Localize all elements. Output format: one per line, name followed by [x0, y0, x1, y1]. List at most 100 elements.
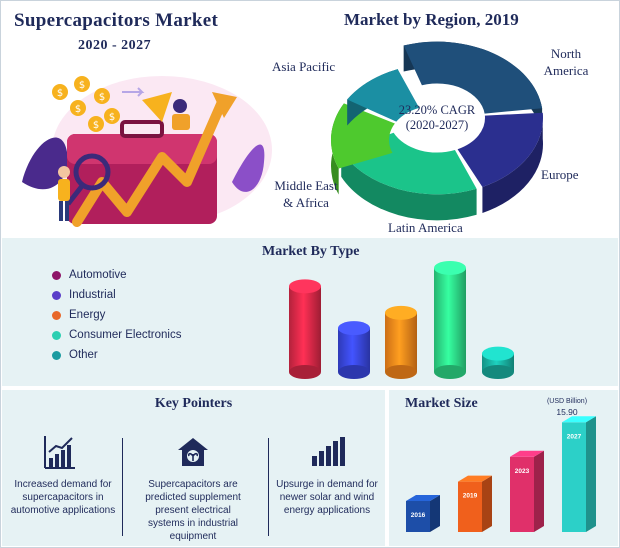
size-bar-side — [482, 475, 492, 532]
size-bar-2027: 2027 — [562, 416, 596, 532]
size-bar-front — [562, 422, 586, 532]
type-bar-consumer-electronics — [434, 260, 466, 379]
size-bar-side — [586, 416, 596, 532]
size-bar-front — [458, 481, 482, 532]
region-slice-middle-east-africa — [347, 69, 420, 126]
type-bar-cap — [338, 321, 370, 336]
type-bar-body — [434, 267, 466, 372]
type-bar-base — [289, 365, 321, 379]
legend-item-automotive: Automotive — [52, 268, 127, 282]
svg-text:$: $ — [109, 112, 115, 123]
type-bar-industrial — [338, 321, 370, 379]
svg-text:$: $ — [79, 80, 85, 91]
year-range: 2020 - 2027 — [78, 38, 152, 53]
key-pointers-title: Key Pointers — [154, 396, 233, 411]
person-icon — [58, 166, 70, 178]
type-chart-title: Market By Type — [262, 244, 360, 259]
legend-label: Automotive — [69, 269, 127, 281]
svg-text:$: $ — [99, 92, 105, 103]
region-label-north-america: North America — [538, 45, 594, 79]
legend-dot — [52, 290, 61, 300]
type-bar-base — [482, 365, 514, 379]
type-bar-base — [385, 365, 417, 379]
size-bar-year-label: 2019 — [463, 493, 478, 500]
type-bar-cap — [385, 305, 417, 320]
region-slice-asia-pacific — [403, 41, 543, 135]
type-bar-base — [434, 365, 466, 379]
size-bar-2019: 2019 — [458, 475, 492, 532]
region-label-asia-pacific: Asia Pacific — [272, 59, 336, 74]
legend-label: Industrial — [69, 289, 116, 301]
main-title: Supercapacitors Market — [14, 10, 219, 31]
legend-dot — [52, 270, 61, 280]
pie-slice-icon — [142, 92, 172, 122]
legend-dot — [52, 310, 61, 320]
region-label-north-america-line1: North — [550, 46, 582, 61]
svg-text:$: $ — [75, 104, 81, 115]
house-plant-icon — [178, 438, 208, 466]
key-pointer-text-3: Upsurge in demand for newer solar and wi… — [276, 479, 378, 516]
type-bar-body — [338, 328, 370, 372]
legend-item-energy: Energy — [52, 308, 105, 322]
market-size-value-label: 15.90 — [556, 407, 578, 417]
legend-item-consumer-electronics: Consumer Electronics — [52, 328, 181, 342]
ascending-bars-icon — [312, 437, 345, 466]
region-slice-side — [341, 150, 477, 221]
leaf-right-icon — [232, 144, 265, 192]
cagr-label: 23.20% CAGR (2020-2027) — [380, 103, 494, 133]
region-slice-latin-america — [330, 103, 395, 195]
size-bar-top — [510, 450, 544, 457]
region-label-mea-line2: & Africa — [283, 195, 329, 210]
bar-chart-growth-icon — [44, 436, 75, 469]
size-bar-year-label: 2027 — [567, 433, 582, 440]
region-slice-top — [330, 103, 395, 169]
size-bar-top — [562, 416, 596, 423]
legend-label: Other — [69, 349, 98, 361]
key-pointer-text-2: Supercapacitors are predicted supplement… — [145, 479, 241, 542]
region-label-north-america-line2: America — [543, 63, 589, 78]
size-bar-side — [430, 494, 440, 532]
region-slice-top — [457, 112, 544, 187]
size-bar-front — [510, 456, 534, 532]
market-growth-illustration: $ $ $ $ $ $ — [22, 76, 272, 227]
region-slice-top — [403, 41, 543, 114]
svg-text:$: $ — [93, 120, 99, 131]
size-bar-top — [458, 475, 492, 482]
leaf-left-icon — [22, 137, 68, 190]
market-size-unit: (USD Billion) — [546, 398, 588, 405]
type-bar-cap — [434, 260, 466, 275]
magnifier-icon — [73, 153, 111, 191]
key-pointer-divider — [268, 438, 269, 536]
region-label-mea-line1: Middle East — [274, 178, 338, 193]
size-bar-year-label: 2023 — [515, 468, 530, 475]
svg-text:$: $ — [57, 88, 63, 99]
size-bar-2016: 2016 — [406, 494, 440, 532]
key-pointer-text-1: Increased demand for supercapacitors in … — [10, 479, 116, 516]
type-bar-other — [482, 346, 514, 379]
legend-dot — [52, 330, 61, 340]
region-chart-title: Market by Region, 2019 — [344, 10, 519, 29]
type-bar-automotive — [289, 279, 321, 379]
legend-item-other: Other — [52, 348, 98, 362]
region-label-europe: Europe — [541, 167, 579, 182]
region-label-mea: Middle East & Africa — [270, 177, 342, 211]
seated-person-icon — [173, 99, 187, 113]
size-bar-2023: 2023 — [510, 450, 544, 532]
region-slice-side — [482, 112, 544, 213]
type-bar-base — [338, 365, 370, 379]
region-label-latin-america: Latin America — [388, 220, 463, 235]
type-bar-cap — [289, 279, 321, 294]
region-slice-top — [347, 69, 420, 122]
type-bar-cap — [482, 346, 514, 361]
legend-label: Consumer Electronics — [69, 329, 182, 341]
cagr-value: 23.20% CAGR — [398, 103, 476, 117]
size-bar-year-label: 2016 — [411, 512, 426, 519]
size-bar-side — [534, 450, 544, 532]
legend-dot — [52, 350, 61, 360]
legend-item-industrial: Industrial — [52, 288, 116, 302]
type-bar-body — [385, 312, 417, 372]
legend-label: Energy — [69, 309, 106, 321]
type-bar-energy — [385, 305, 417, 379]
